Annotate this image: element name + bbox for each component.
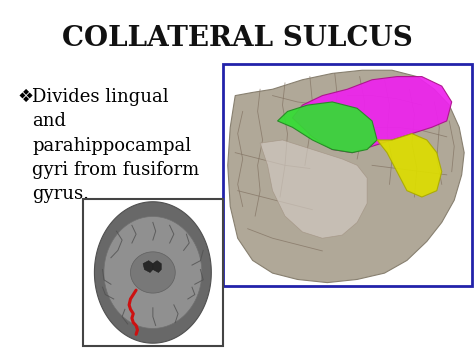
Polygon shape <box>377 133 442 197</box>
Polygon shape <box>94 202 211 343</box>
Text: Divides lingual
and
parahippocampal
gyri from fusiform
gyrus.: Divides lingual and parahippocampal gyri… <box>32 88 199 203</box>
Polygon shape <box>143 261 153 273</box>
Polygon shape <box>130 252 175 293</box>
Bar <box>83 199 223 346</box>
Text: COLLATERAL SULCUS: COLLATERAL SULCUS <box>62 24 412 51</box>
Text: ❖: ❖ <box>18 88 34 106</box>
Polygon shape <box>228 70 464 283</box>
Polygon shape <box>104 217 202 328</box>
Polygon shape <box>292 77 452 153</box>
Polygon shape <box>153 261 161 273</box>
Bar <box>223 64 472 286</box>
Polygon shape <box>277 102 377 153</box>
Polygon shape <box>260 140 367 238</box>
